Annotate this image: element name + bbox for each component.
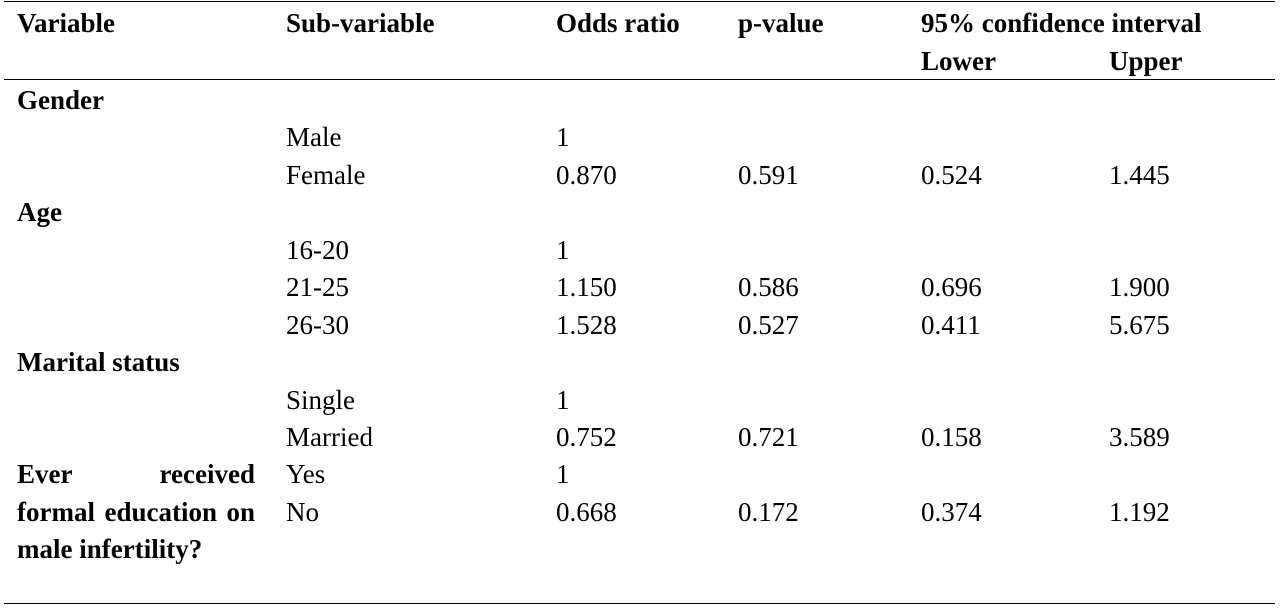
ci-upper-cell: 1.445 <box>1109 160 1170 190</box>
ci-lower-cell: 0.374 <box>921 497 982 527</box>
group-label-marital-status: Marital status <box>17 347 180 377</box>
header-confidence-interval: 95% confidence interval <box>921 8 1202 38</box>
sub-variable-cell: Yes <box>286 459 326 489</box>
group-label-formal-education: Ever received formal education on male i… <box>17 459 255 564</box>
header-bottom-rule <box>4 79 1275 80</box>
header-lower: Lower <box>921 46 996 76</box>
ci-lower-cell: 0.696 <box>921 272 982 302</box>
p-value-cell: 0.172 <box>738 497 799 527</box>
ci-lower-cell: 0.158 <box>921 422 982 452</box>
table-top-rule <box>4 1 1275 2</box>
odds-ratio-cell: 1.150 <box>556 272 617 302</box>
sub-variable-cell: 21-25 <box>286 272 349 302</box>
ci-upper-cell: 1.192 <box>1109 497 1170 527</box>
odds-ratio-cell: 1.528 <box>556 310 617 340</box>
odds-ratio-cell: 1 <box>556 235 570 265</box>
ci-upper-cell: 3.589 <box>1109 422 1170 452</box>
p-value-cell: 0.527 <box>738 310 799 340</box>
p-value-cell: 0.721 <box>738 422 799 452</box>
header-variable: Variable <box>17 8 116 38</box>
sub-variable-cell: Male <box>286 122 342 152</box>
header-odds-ratio: Odds ratio <box>556 8 680 38</box>
header-sub-variable: Sub-variable <box>286 8 435 38</box>
ci-lower-cell: 0.524 <box>921 160 982 190</box>
sub-variable-cell: Single <box>286 385 356 415</box>
sub-variable-cell: 26-30 <box>286 310 349 340</box>
group-label-gender: Gender <box>17 85 104 115</box>
ci-lower-cell: 0.411 <box>921 310 981 340</box>
sub-variable-cell: Female <box>286 160 366 190</box>
ci-upper-cell: 1.900 <box>1109 272 1170 302</box>
p-value-cell: 0.591 <box>738 160 799 190</box>
odds-ratio-cell: 0.752 <box>556 422 617 452</box>
sub-variable-cell: 16-20 <box>286 235 349 265</box>
sub-variable-cell: No <box>286 497 319 527</box>
odds-ratio-cell: 1 <box>556 122 570 152</box>
odds-ratio-cell: 0.668 <box>556 497 617 527</box>
odds-ratio-cell: 1 <box>556 385 570 415</box>
p-value-cell: 0.586 <box>738 272 799 302</box>
ci-upper-cell: 5.675 <box>1109 310 1170 340</box>
header-upper: Upper <box>1109 46 1183 76</box>
odds-ratio-cell: 0.870 <box>556 160 617 190</box>
odds-ratio-cell: 1 <box>556 459 570 489</box>
sub-variable-cell: Married <box>286 422 373 452</box>
group-label-age: Age <box>17 197 62 227</box>
table-bottom-rule <box>4 603 1275 604</box>
header-p-value: p-value <box>738 8 824 38</box>
